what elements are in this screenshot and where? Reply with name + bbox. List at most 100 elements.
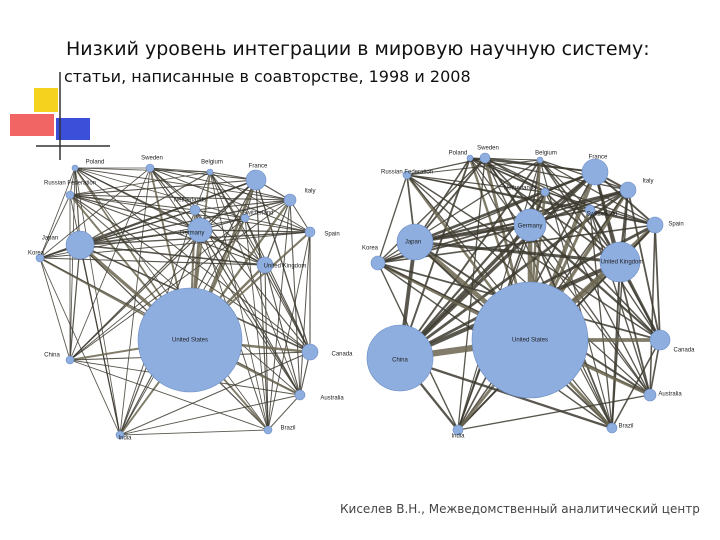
node-label: China xyxy=(44,353,60,359)
edge xyxy=(457,157,486,431)
edge xyxy=(79,244,121,436)
node xyxy=(471,281,589,399)
edge xyxy=(457,394,651,431)
edge xyxy=(399,188,629,360)
edge xyxy=(255,179,311,353)
edge xyxy=(414,240,621,264)
node xyxy=(283,193,297,207)
node-label: United States xyxy=(512,338,548,344)
node xyxy=(649,329,671,351)
edge xyxy=(406,157,486,176)
edge xyxy=(611,261,621,429)
edge xyxy=(544,191,651,396)
node-label: Japan xyxy=(42,236,58,242)
edge xyxy=(406,174,546,193)
edge xyxy=(69,194,196,211)
node xyxy=(402,170,412,180)
node-label: Spain xyxy=(324,232,339,238)
node-label: United Kingdom xyxy=(264,264,307,270)
edge xyxy=(589,209,656,226)
edge xyxy=(406,159,541,176)
node-label: Spain xyxy=(668,222,683,228)
node-label: Brazil xyxy=(280,426,295,432)
edge xyxy=(299,231,311,396)
node xyxy=(584,204,596,216)
edge xyxy=(74,167,211,173)
node xyxy=(240,213,250,223)
node xyxy=(206,168,214,176)
edge xyxy=(469,157,656,226)
node-label: Korea xyxy=(362,246,379,252)
edge xyxy=(611,339,661,429)
edge xyxy=(529,189,629,226)
edge xyxy=(79,229,201,246)
node xyxy=(294,389,306,401)
node-label: Switzerland xyxy=(242,211,273,217)
node xyxy=(396,223,434,261)
network-2008: Poland Sweden Belgium France Russian Federat… xyxy=(362,146,695,440)
node xyxy=(366,324,434,392)
edge xyxy=(377,174,408,264)
edge xyxy=(69,244,81,361)
edge xyxy=(119,429,269,436)
edge xyxy=(79,199,291,246)
edge xyxy=(194,209,311,353)
node xyxy=(263,425,273,435)
edge xyxy=(414,170,596,244)
node-label: India xyxy=(451,434,465,440)
edge xyxy=(69,229,201,361)
edge xyxy=(69,179,257,361)
node-label: Poland xyxy=(449,151,468,157)
edge xyxy=(199,229,266,266)
node-label: Japan xyxy=(405,240,421,246)
edge xyxy=(267,231,311,431)
node-label: Australia xyxy=(658,392,682,398)
node xyxy=(466,154,474,162)
node xyxy=(35,253,45,263)
node-label: United Kingdom xyxy=(601,260,644,266)
edge xyxy=(406,174,656,226)
edge xyxy=(74,167,121,436)
node xyxy=(643,388,657,402)
node xyxy=(187,217,213,243)
node-label: Switzerland xyxy=(586,212,617,218)
node xyxy=(189,204,201,216)
node-label: China xyxy=(392,358,408,364)
edge xyxy=(119,167,151,436)
edge xyxy=(39,257,121,436)
edge xyxy=(39,167,151,259)
node-label: Germany xyxy=(180,231,205,237)
node-label: Australia xyxy=(320,396,344,402)
node-label: India xyxy=(118,436,132,442)
node-label: Russian Federation xyxy=(381,170,433,176)
edge xyxy=(649,224,656,396)
edge xyxy=(199,229,311,233)
node xyxy=(65,190,75,200)
edge xyxy=(74,167,266,266)
edge xyxy=(377,224,531,264)
node xyxy=(452,424,464,436)
node xyxy=(540,187,550,197)
edge xyxy=(244,199,291,219)
edge xyxy=(69,171,211,196)
title-line1: Низкий уровень интеграции в мировую науч… xyxy=(66,38,650,60)
node-label: Germany xyxy=(518,224,543,230)
edge xyxy=(74,167,291,201)
edge xyxy=(69,359,269,431)
edge xyxy=(264,264,311,353)
edge xyxy=(39,257,71,361)
edge xyxy=(544,191,656,226)
footer: Киселев В.Н., Межведомственный аналитиче… xyxy=(340,502,700,516)
node-label: Sweden xyxy=(477,146,499,152)
edge xyxy=(119,394,301,436)
edge xyxy=(267,394,301,431)
node-label: Korea xyxy=(28,251,45,257)
node xyxy=(479,152,491,164)
edge xyxy=(69,194,311,233)
edge xyxy=(39,194,71,259)
node-label: Brazil xyxy=(618,424,633,430)
node xyxy=(536,156,544,164)
edge xyxy=(594,171,656,226)
node-label: Italy xyxy=(304,189,315,195)
edge xyxy=(149,167,291,201)
